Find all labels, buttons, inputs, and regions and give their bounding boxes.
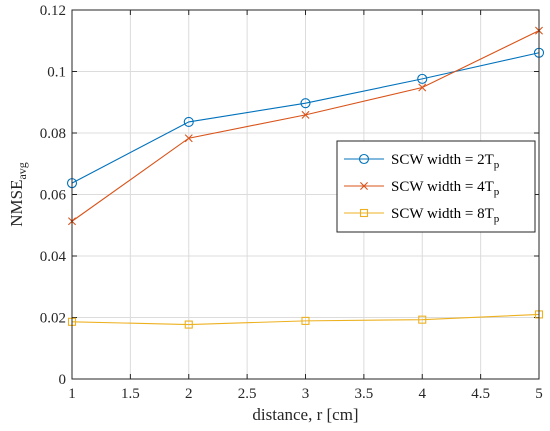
- x-marker-stroke: [301, 110, 310, 119]
- x-tick-label: 2: [185, 386, 193, 402]
- legend-label-main: SCW width = 2T: [391, 152, 494, 168]
- x-marker-stroke: [418, 83, 427, 92]
- y-tick-label: 0.06: [40, 188, 67, 204]
- data-point: [301, 110, 310, 119]
- legend-entry: SCW width = 4Tp: [344, 179, 500, 198]
- legend-entry: SCW width = 8Tp: [344, 206, 500, 225]
- x-tick-label: 1.5: [121, 386, 140, 402]
- legend-swatch-marker: [360, 182, 368, 190]
- data-point: [417, 73, 428, 84]
- data-point: [184, 134, 193, 143]
- data-point: [184, 320, 193, 329]
- data-point: [301, 316, 310, 325]
- y-tick-label: 0: [59, 372, 67, 388]
- legend-swatch-marker: [359, 208, 369, 218]
- x-tick-label: 3: [302, 386, 310, 402]
- y-axis-label-sub: avg: [15, 162, 29, 179]
- legend-label-main: SCW width = 4T: [391, 179, 494, 195]
- series-line: [71, 313, 540, 326]
- y-tick-label: 0.1: [47, 65, 66, 81]
- legend-label-main: SCW width = 8T: [391, 206, 494, 222]
- legend-label: SCW width = 2Tp: [391, 152, 500, 171]
- y-tick-label: 0.08: [40, 126, 66, 142]
- x-tick-label: 3.5: [355, 386, 374, 402]
- data-point: [183, 116, 194, 127]
- legend-swatch-marker: [358, 153, 370, 165]
- x-axis-label: distance, r [cm]: [252, 405, 358, 424]
- legend-label-sub: p: [494, 159, 500, 171]
- axis-ticks: 1 1.5 2 2.5 3 3.5 4 4.5 5 0 0.02 0.04 0.06 0.08 0.1 0.1…: [40, 3, 543, 402]
- x-tick-label: 4: [419, 386, 427, 402]
- data-point: [418, 83, 427, 92]
- y-tick-label: 0.04: [40, 249, 67, 265]
- y-tick-label: 0.12: [40, 3, 66, 19]
- x-marker-stroke: [184, 134, 193, 143]
- series-group: [66, 26, 545, 329]
- legend-label: SCW width = 8Tp: [391, 206, 500, 225]
- series-line: [71, 52, 540, 184]
- y-axis-label-main: NMSE: [7, 180, 26, 227]
- plot-frame: [71, 9, 540, 380]
- x-tick-label: 1: [68, 386, 76, 402]
- legend-label-sub: p: [494, 213, 500, 225]
- data-point: [300, 98, 311, 109]
- y-axis-label: NMSEavg: [7, 162, 29, 227]
- y-tick-label: 0.02: [40, 311, 66, 327]
- legend-label: SCW width = 4Tp: [391, 179, 500, 198]
- data-point: [418, 315, 427, 324]
- series-1: [66, 47, 545, 189]
- x-tick-label: 4.5: [471, 386, 490, 402]
- legend-entry: SCW width = 2Tp: [344, 152, 500, 171]
- legend-label-sub: p: [494, 186, 500, 198]
- x-marker-stroke: [360, 182, 368, 190]
- x-tick-label: 5: [535, 386, 543, 402]
- x-tick-label: 2.5: [238, 386, 257, 402]
